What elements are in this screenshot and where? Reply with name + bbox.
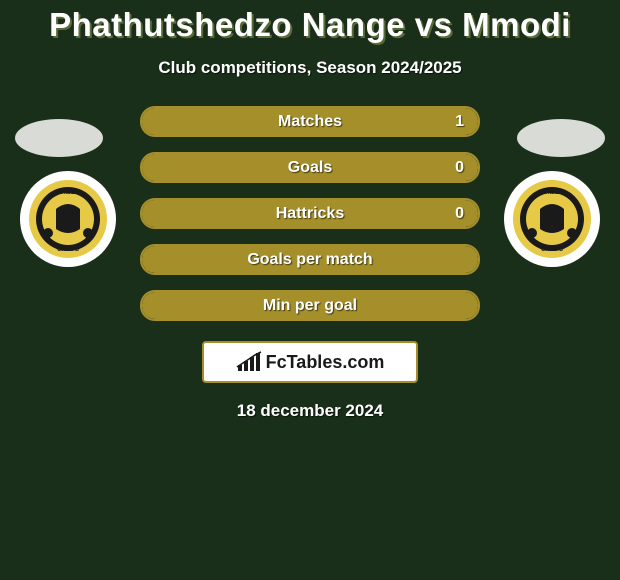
stat-label: Hattricks [276,205,344,223]
stat-row: Min per goal [140,290,480,321]
brand-text: FcTables.com [266,352,385,373]
player-left-avatar [15,119,103,157]
stat-rows: Matches 1 Goals 0 Hattricks 0 Goals per match M… [140,106,480,321]
svg-text:KAIZER: KAIZER [57,190,80,196]
stat-row: Matches 1 [140,106,480,137]
svg-text:CHIEFS: CHIEFS [541,247,563,253]
stat-value-right: 0 [455,159,464,177]
chart-icon [236,351,262,373]
club-badge-left: KAIZER CHIEFS [18,169,118,269]
stat-row: Goals 0 [140,152,480,183]
stat-value-right: 1 [455,113,464,131]
svg-text:KAIZER: KAIZER [541,190,564,196]
stat-label: Goals per match [247,251,372,269]
date-line: 18 december 2024 [0,401,620,421]
stat-label: Matches [278,113,342,131]
brand-badge: FcTables.com [202,341,418,383]
comparison-panel: KAIZER CHIEFS KAIZER CHIEFS Matches 1 Goal… [0,106,620,421]
player-right-avatar [517,119,605,157]
stat-row: Goals per match [140,244,480,275]
stat-value-right: 0 [455,205,464,223]
page-title: Phathutshedzo Nange vs Mmodi [0,0,620,44]
subtitle: Club competitions, Season 2024/2025 [0,58,620,78]
stat-label: Min per goal [263,297,357,315]
svg-text:CHIEFS: CHIEFS [57,247,79,253]
club-badge-right: KAIZER CHIEFS [502,169,602,269]
stat-row: Hattricks 0 [140,198,480,229]
stat-label: Goals [288,159,332,177]
